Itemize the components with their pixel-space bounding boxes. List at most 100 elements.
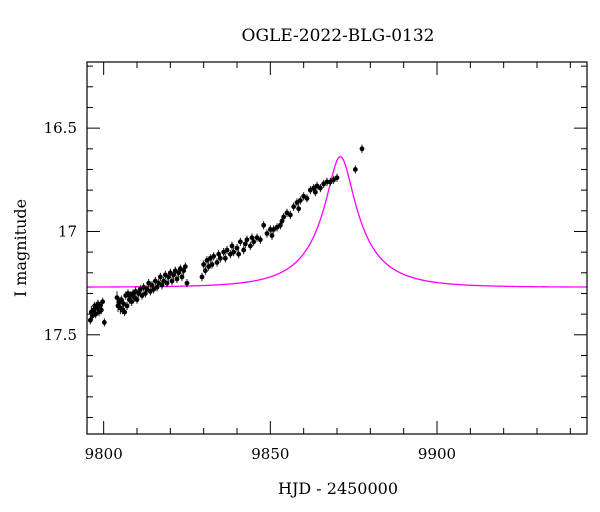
data-point — [211, 252, 217, 261]
data-point — [214, 258, 220, 267]
data-point — [244, 235, 250, 244]
data-point — [101, 318, 107, 327]
data-point — [87, 316, 93, 325]
y-axis-label: I magnitude — [11, 199, 30, 297]
data-point — [217, 254, 223, 263]
data-marker — [224, 247, 230, 253]
data-marker — [352, 167, 358, 172]
data-point — [164, 279, 170, 288]
data-marker — [97, 303, 103, 309]
x-tick-label: 9850 — [251, 445, 289, 463]
data-marker — [359, 146, 365, 152]
data-marker — [244, 237, 250, 243]
data-point — [202, 266, 208, 275]
model-curve-layer — [87, 155, 587, 288]
data-point — [296, 204, 302, 213]
data-marker — [247, 243, 253, 249]
data-marker — [134, 297, 140, 303]
data-point — [312, 188, 318, 197]
plot-frame — [86, 61, 588, 435]
data-point — [304, 194, 310, 203]
data-marker — [179, 274, 185, 280]
data-marker — [261, 222, 267, 228]
data-marker — [312, 189, 318, 195]
data-marker — [101, 320, 107, 325]
data-point — [324, 177, 330, 186]
data-point — [118, 295, 124, 304]
data-marker — [174, 276, 180, 282]
data-marker — [211, 253, 217, 259]
data-point — [201, 260, 207, 269]
data-marker — [118, 297, 124, 303]
data-point — [169, 276, 175, 286]
data-marker — [296, 206, 302, 212]
data-marker — [201, 262, 207, 267]
data-marker — [181, 268, 187, 274]
data-marker — [237, 239, 243, 245]
data-point — [236, 250, 242, 259]
data-point — [224, 245, 230, 255]
data-point — [359, 144, 365, 153]
data-marker — [242, 241, 248, 247]
data-marker — [279, 218, 285, 224]
axis-ticks — [87, 62, 587, 434]
data-marker — [154, 284, 160, 290]
x-axis-label: HJD - 2450000 — [278, 479, 398, 498]
data-point — [134, 295, 140, 304]
data-point — [281, 212, 287, 222]
data-marker — [100, 299, 106, 305]
data-point — [234, 243, 240, 253]
chart-title: OGLE-2022-BLG-0132 — [242, 26, 435, 46]
data-marker — [216, 251, 222, 257]
data-point — [124, 301, 130, 310]
data-marker — [142, 291, 148, 296]
data-marker — [199, 274, 205, 280]
data-point — [267, 225, 273, 234]
data-marker — [231, 249, 237, 255]
data-marker — [182, 264, 188, 269]
data-point — [122, 307, 128, 317]
data-point — [129, 297, 135, 306]
data-marker — [122, 309, 128, 315]
data-point — [264, 229, 270, 238]
data-points-layer — [87, 144, 365, 327]
data-marker — [171, 272, 177, 278]
data-marker — [124, 303, 130, 309]
data-marker — [176, 270, 182, 276]
data-point — [182, 262, 188, 271]
data-point — [229, 241, 235, 251]
y-tick-label: 16.5 — [44, 119, 77, 137]
data-point — [199, 272, 205, 282]
data-marker — [257, 237, 263, 243]
data-marker — [297, 198, 303, 203]
y-tick-label: 17 — [58, 222, 77, 240]
data-point — [222, 254, 228, 263]
data-marker — [87, 317, 93, 323]
data-point — [100, 297, 106, 306]
data-marker — [249, 235, 255, 241]
data-marker — [287, 212, 293, 218]
data-point — [157, 272, 163, 282]
data-marker — [264, 231, 270, 236]
data-marker — [202, 268, 208, 274]
data-marker — [334, 175, 340, 181]
data-marker — [157, 274, 163, 280]
data-point — [291, 202, 297, 211]
data-marker — [129, 299, 135, 305]
data-marker — [324, 179, 330, 185]
data-point — [184, 279, 190, 288]
data-point — [98, 305, 104, 315]
data-marker — [217, 255, 223, 261]
model-curve — [87, 155, 587, 288]
data-marker — [229, 243, 235, 249]
data-marker — [269, 233, 275, 239]
data-point — [231, 248, 237, 257]
tick-labels: 9800 9850 9900 16.5 17 17.5 — [44, 119, 457, 463]
data-point — [287, 210, 293, 220]
data-marker — [222, 255, 228, 261]
data-marker — [291, 204, 297, 210]
data-marker — [166, 274, 172, 280]
data-marker — [317, 185, 323, 191]
data-marker — [234, 245, 240, 251]
data-point — [269, 231, 275, 240]
